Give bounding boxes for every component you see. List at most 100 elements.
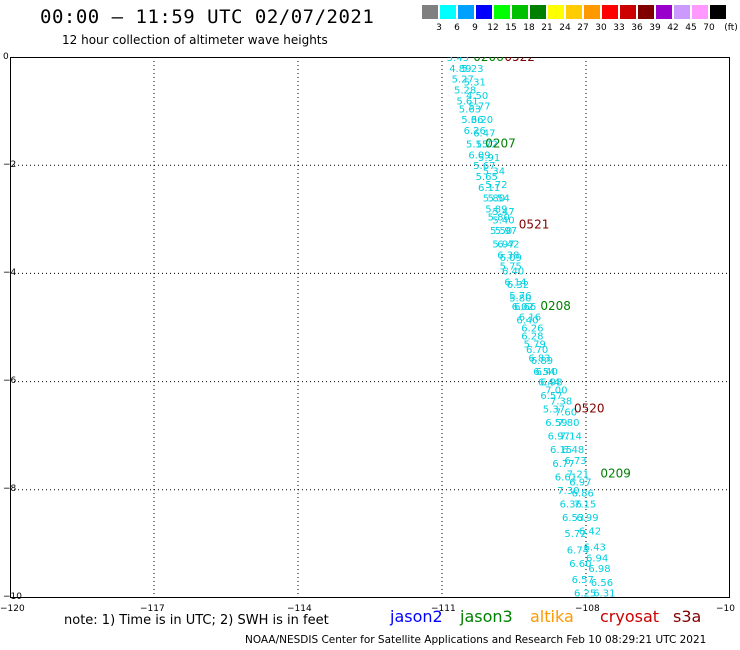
wave-height-value: 5.54 — [488, 194, 510, 205]
wave-height-value: 5.79 — [524, 340, 546, 351]
wave-height-value: 6.20 — [471, 115, 493, 126]
x-tick-label: −120 — [0, 604, 25, 614]
wave-height-value: 5.80 — [509, 294, 531, 305]
track-time-label: 0522 — [504, 57, 535, 64]
wave-height-value: 6.97 — [569, 478, 591, 489]
wave-height-value: 5.27 — [452, 75, 474, 86]
wave-height-value: 5.80 — [488, 213, 510, 224]
wave-height-value: 5.67 — [473, 161, 495, 172]
color-swatch — [512, 5, 528, 19]
color-swatch — [602, 5, 618, 19]
color-scale-label: 18 — [523, 23, 535, 33]
x-tick-label: −10 — [716, 604, 735, 614]
color-swatch — [422, 5, 438, 19]
y-tick-label: −8 — [3, 484, 17, 494]
wave-height-value: 6.57 — [572, 575, 594, 586]
wave-height-value: 5.72 — [476, 140, 498, 151]
color-scale-label: 24 — [559, 23, 571, 33]
map-plot: 5.454.895.235.275.315.284.505.615.775.63… — [10, 57, 730, 598]
color-swatch — [584, 5, 600, 19]
wave-height-value: 5.50 — [490, 226, 512, 237]
wave-height-value: 5.47 — [492, 207, 514, 218]
legend-item-altika: altika — [530, 607, 574, 626]
wave-height-value: 4.50 — [466, 91, 488, 102]
wave-height-value: 6.89 — [531, 356, 553, 367]
color-scale-unit: (ft) — [724, 23, 738, 33]
wave-height-value: 6.97 — [548, 432, 570, 443]
wave-height-value: 6.53 — [562, 513, 584, 524]
color-scale-label: 33 — [613, 23, 625, 33]
wave-height-value: 5.77 — [468, 102, 490, 113]
wave-height-value: 6.15 — [550, 445, 572, 456]
wave-height-value: 6.42 — [579, 526, 601, 537]
color-scale-label: 3 — [436, 23, 442, 33]
color-swatch — [494, 5, 510, 19]
wave-height-value: 6.59 — [545, 418, 567, 429]
wave-height-value: 6.57 — [540, 391, 562, 402]
wave-height-value: 4.89 — [449, 64, 471, 75]
color-swatch — [692, 5, 708, 19]
wave-height-value: 7.15 — [574, 499, 596, 510]
wave-height-value: 6.09 — [500, 253, 522, 264]
y-tick-label: 0 — [3, 52, 9, 62]
wave-height-value: 5.89 — [485, 204, 507, 215]
wave-height-value: 5.75 — [500, 261, 522, 272]
wave-height-value: 5.45 — [447, 57, 469, 64]
wave-height-value: 6.42 — [497, 240, 519, 251]
wave-height-value: 5.76 — [509, 291, 531, 302]
color-scale-label: 70 — [703, 23, 715, 33]
color-scale-label: 45 — [685, 23, 697, 33]
wave-height-value: 7.80 — [557, 418, 579, 429]
wave-height-value: 6.40 — [536, 367, 558, 378]
wave-height-value: 7.00 — [545, 386, 567, 397]
x-tick-label: −111 — [431, 604, 456, 614]
track-time-label: 0520 — [574, 402, 605, 416]
color-scale-label: 9 — [472, 23, 478, 33]
wave-height-value: 6.26 — [521, 324, 543, 335]
wave-height-value: 6.43 — [584, 543, 606, 554]
color-swatch — [476, 5, 492, 19]
x-tick-label: −114 — [287, 604, 312, 614]
wave-height-value: 5.15 — [466, 140, 488, 151]
wave-height-value: 6.61 — [555, 472, 577, 483]
y-tick-label: −4 — [3, 268, 17, 278]
wave-height-value: 6.48 — [562, 445, 584, 456]
wave-height-value: 6.28 — [521, 332, 543, 343]
y-tick-label: −6 — [3, 376, 17, 386]
wave-height-value: 6.47 — [473, 129, 495, 140]
color-scale-label: 42 — [667, 23, 679, 33]
wave-height-value: 6.26 — [464, 126, 486, 137]
wave-height-value: 7.21 — [567, 470, 589, 481]
wave-height-value: 5.23 — [461, 64, 483, 75]
color-scale-label: 6 — [454, 23, 460, 33]
x-tick-label: −117 — [140, 604, 165, 614]
wave-height-value: 6.09 — [468, 150, 490, 161]
color-swatch — [566, 5, 582, 19]
wave-height-value: 7.30 — [557, 486, 579, 497]
wave-height-value: 7.60 — [555, 407, 577, 418]
wave-height-value: 6.32 — [507, 280, 529, 291]
wave-height-value: 7.38 — [550, 397, 572, 408]
wave-height-value: 6.98 — [588, 564, 610, 575]
color-scale-label: 12 — [487, 23, 499, 33]
track-time-label: 0521 — [519, 218, 550, 232]
wave-height-value: 6.94 — [586, 553, 608, 564]
legend-item-s3a: s3a — [673, 607, 702, 626]
color-swatch — [530, 5, 546, 19]
track-time-label: 0208 — [540, 299, 571, 313]
wave-height-value: 6.66 — [514, 302, 536, 313]
color-swatch — [440, 5, 456, 19]
wave-height-value: 6.40 — [516, 315, 538, 326]
wave-height-value: 5.34 — [483, 167, 505, 178]
wave-height-value: 5.28 — [454, 85, 476, 96]
color-swatch — [710, 5, 726, 19]
color-scale-label: 21 — [541, 23, 553, 33]
wave-height-value: 5.97 — [495, 226, 517, 237]
wave-height-value: 6.77 — [552, 459, 574, 470]
color-swatch — [620, 5, 636, 19]
wave-height-value: 5.72 — [485, 180, 507, 191]
color-swatch — [674, 5, 690, 19]
page-subtitle: 12 hour collection of altimeter wave hei… — [62, 33, 328, 47]
note-text: note: 1) Time is in UTC; 2) SWH is in fe… — [64, 613, 329, 628]
wave-height-value: 6.16 — [519, 313, 541, 324]
